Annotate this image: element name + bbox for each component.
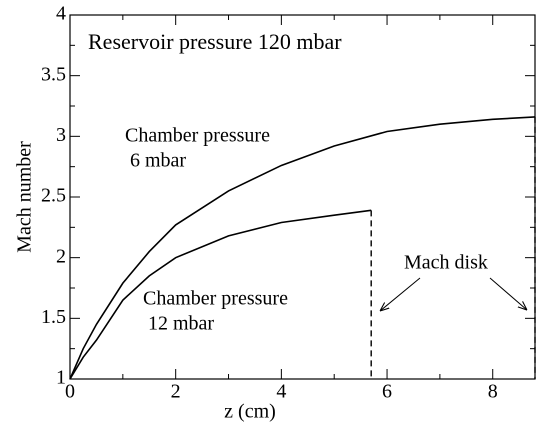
x-tick-label: 6 xyxy=(382,381,392,403)
annotation: Reservoir pressure 120 mbar xyxy=(88,29,342,54)
series-line xyxy=(69,209,372,380)
y-tick-label: 3 xyxy=(56,124,66,146)
series-label: Chamber pressure xyxy=(143,288,288,310)
series-label: 6 mbar xyxy=(130,150,186,172)
series-label: 12 mbar xyxy=(148,313,214,335)
x-tick-label: 0 xyxy=(65,381,75,403)
y-tick-label: 4 xyxy=(56,3,66,25)
x-tick-label: 2 xyxy=(171,381,181,403)
y-tick-label: 2.5 xyxy=(41,185,66,207)
arrow xyxy=(489,277,527,310)
arrow xyxy=(380,277,421,311)
y-tick-label: 3.5 xyxy=(41,63,66,85)
x-axis-label: z (cm) xyxy=(224,401,276,423)
y-axis-label: Mach number xyxy=(14,141,36,253)
x-tick-label: 8 xyxy=(488,381,498,403)
plot-frame xyxy=(69,14,536,380)
series-label: Chamber pressure xyxy=(125,125,270,147)
y-tick-label: 1 xyxy=(56,367,66,389)
annotation: Mach disk xyxy=(404,252,488,274)
series-line xyxy=(69,116,536,380)
x-tick-label: 4 xyxy=(276,381,286,403)
y-tick-label: 2 xyxy=(56,245,66,267)
y-tick-label: 1.5 xyxy=(41,306,66,328)
